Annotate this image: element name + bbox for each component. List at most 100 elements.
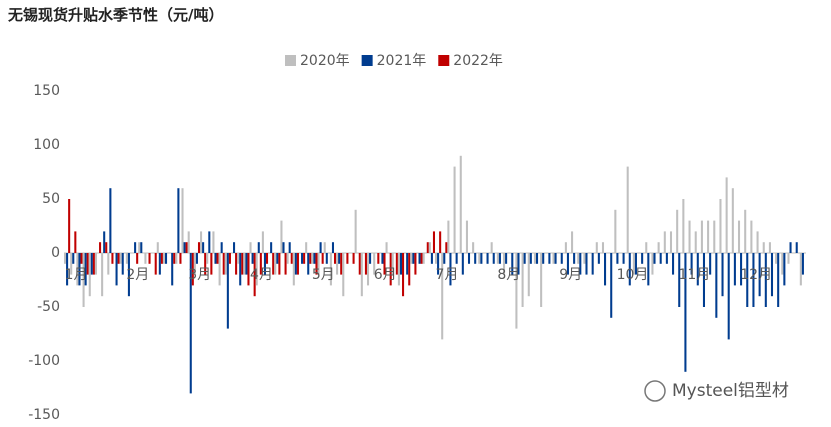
bar bbox=[336, 253, 339, 275]
bar bbox=[109, 188, 112, 253]
bar bbox=[472, 242, 475, 253]
bar bbox=[255, 253, 258, 286]
bar bbox=[445, 242, 448, 253]
bar bbox=[200, 231, 203, 253]
bar bbox=[651, 253, 654, 275]
bar bbox=[321, 253, 324, 264]
bar bbox=[418, 253, 421, 264]
bar bbox=[366, 253, 370, 286]
bar bbox=[389, 253, 392, 286]
bar bbox=[360, 253, 363, 297]
bar bbox=[173, 253, 176, 264]
bar bbox=[465, 220, 468, 253]
bar bbox=[183, 242, 186, 253]
bar bbox=[286, 253, 289, 264]
bar bbox=[340, 253, 343, 275]
bar bbox=[719, 199, 722, 253]
bar bbox=[247, 253, 250, 286]
bar bbox=[331, 242, 335, 253]
legend-swatch bbox=[361, 55, 373, 66]
bar bbox=[381, 253, 384, 264]
bar bbox=[496, 253, 499, 264]
bar bbox=[601, 242, 605, 253]
bar bbox=[303, 253, 306, 264]
bar bbox=[762, 242, 765, 253]
bar bbox=[474, 253, 477, 264]
bar bbox=[447, 220, 450, 253]
x-tick-label: 1月 bbox=[65, 267, 88, 283]
bar bbox=[577, 253, 580, 264]
bar bbox=[721, 253, 724, 297]
bar bbox=[437, 253, 440, 275]
bar bbox=[224, 253, 227, 275]
bar bbox=[251, 253, 254, 264]
bar bbox=[684, 253, 687, 372]
bar bbox=[439, 231, 442, 253]
x-tick-label: 8月 bbox=[497, 267, 520, 283]
bar bbox=[329, 253, 332, 286]
bar bbox=[249, 242, 252, 253]
bar bbox=[317, 253, 320, 275]
bar bbox=[222, 253, 225, 275]
bar bbox=[663, 231, 666, 253]
bar bbox=[94, 253, 97, 275]
bar bbox=[682, 199, 685, 253]
bar bbox=[560, 253, 563, 264]
bar bbox=[290, 253, 293, 264]
bar bbox=[750, 220, 753, 253]
bar bbox=[158, 253, 161, 275]
bar bbox=[515, 253, 518, 329]
y-tick-label: -100 bbox=[28, 353, 60, 369]
chart-title: 无锡现货升贴水季节性（元/吨） bbox=[7, 6, 223, 24]
bar bbox=[480, 253, 483, 264]
bar bbox=[210, 253, 213, 275]
bar bbox=[428, 242, 431, 253]
bar bbox=[156, 242, 159, 253]
bar bbox=[799, 253, 802, 286]
bar bbox=[99, 242, 102, 253]
bar bbox=[76, 253, 79, 286]
bar bbox=[103, 231, 106, 253]
bar bbox=[338, 253, 341, 264]
bar bbox=[422, 253, 425, 264]
bar bbox=[301, 253, 304, 264]
y-tick-label: 100 bbox=[33, 137, 60, 153]
bar bbox=[449, 253, 452, 286]
bar bbox=[292, 253, 295, 286]
bar bbox=[665, 253, 668, 264]
bar bbox=[672, 253, 675, 275]
bar bbox=[737, 220, 741, 253]
bar bbox=[127, 253, 130, 297]
x-tick-label: 2月 bbox=[126, 267, 149, 283]
bar bbox=[688, 220, 691, 253]
bar bbox=[107, 253, 110, 275]
bar bbox=[573, 253, 576, 264]
legend-label: 2021年 bbox=[377, 53, 427, 69]
bar bbox=[119, 253, 122, 264]
legend-swatch bbox=[285, 55, 296, 66]
bar bbox=[220, 242, 223, 253]
bar bbox=[548, 253, 551, 264]
bar bbox=[377, 253, 380, 264]
bar bbox=[628, 253, 631, 286]
bar bbox=[707, 220, 710, 253]
x-tick-label: 5月 bbox=[312, 267, 335, 283]
x-tick-label: 6月 bbox=[374, 267, 397, 283]
bar bbox=[175, 253, 178, 264]
bar bbox=[535, 253, 539, 264]
bar bbox=[653, 253, 656, 264]
bar bbox=[72, 253, 75, 264]
bar bbox=[733, 253, 736, 286]
bar bbox=[521, 253, 524, 307]
bar bbox=[435, 253, 438, 264]
bar bbox=[115, 253, 118, 286]
x-tick-label: 9月 bbox=[559, 267, 582, 283]
bar bbox=[294, 253, 297, 275]
bar bbox=[783, 253, 786, 286]
bar bbox=[406, 253, 409, 275]
bar bbox=[66, 253, 69, 286]
bar bbox=[523, 253, 526, 264]
bar bbox=[315, 253, 318, 275]
bar bbox=[278, 253, 281, 275]
watermark-icon bbox=[644, 380, 666, 402]
